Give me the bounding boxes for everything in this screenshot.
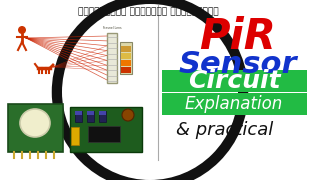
Text: நீங்களும் சர்வீஸ் செய்யலாம்: நீங்களும் சர்வீஸ் செய்யலாம் bbox=[78, 8, 218, 17]
FancyBboxPatch shape bbox=[121, 60, 131, 66]
FancyBboxPatch shape bbox=[99, 111, 106, 122]
Text: Sensor: Sensor bbox=[179, 50, 297, 78]
Text: Explanation: Explanation bbox=[185, 95, 283, 113]
Ellipse shape bbox=[20, 109, 50, 137]
Text: & practical: & practical bbox=[176, 121, 274, 139]
Circle shape bbox=[122, 109, 134, 121]
Text: PiR: PiR bbox=[200, 16, 276, 58]
FancyBboxPatch shape bbox=[75, 111, 82, 122]
FancyBboxPatch shape bbox=[8, 104, 63, 152]
FancyBboxPatch shape bbox=[162, 70, 307, 92]
FancyBboxPatch shape bbox=[70, 107, 142, 152]
FancyBboxPatch shape bbox=[162, 93, 307, 115]
FancyBboxPatch shape bbox=[87, 111, 94, 115]
FancyBboxPatch shape bbox=[107, 33, 117, 83]
Text: Circuit: Circuit bbox=[188, 69, 280, 93]
FancyBboxPatch shape bbox=[75, 111, 82, 115]
FancyBboxPatch shape bbox=[99, 111, 106, 115]
FancyBboxPatch shape bbox=[71, 127, 79, 145]
Circle shape bbox=[18, 26, 26, 34]
FancyBboxPatch shape bbox=[121, 53, 131, 59]
FancyBboxPatch shape bbox=[121, 46, 131, 52]
FancyBboxPatch shape bbox=[87, 111, 94, 122]
FancyBboxPatch shape bbox=[121, 67, 131, 73]
FancyBboxPatch shape bbox=[120, 42, 132, 74]
Circle shape bbox=[62, 4, 238, 180]
Text: Fresnel Lens: Fresnel Lens bbox=[103, 26, 121, 30]
FancyBboxPatch shape bbox=[88, 126, 120, 142]
